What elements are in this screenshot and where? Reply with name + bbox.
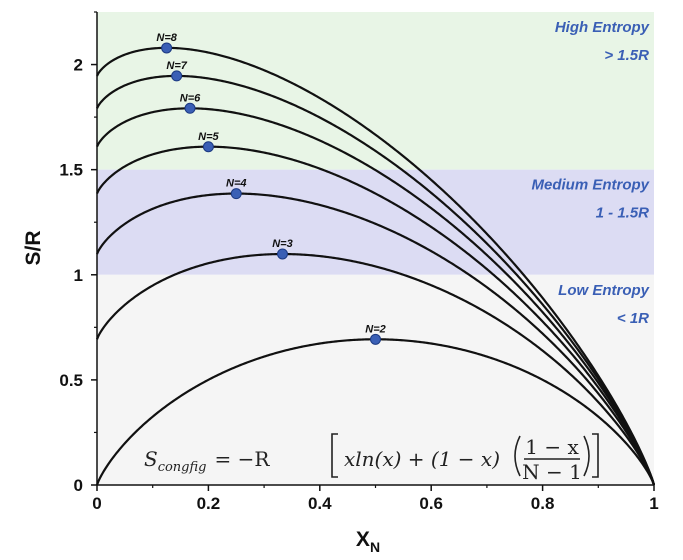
max-label-n4: N=4 [226,178,247,190]
formula-left-bracket [331,433,338,478]
zone-label-2-title: Low Entropy [558,282,649,299]
formula-equals: = −R [215,447,271,471]
max-label-n8: N=8 [156,32,177,44]
x-tick-label-3: 0.6 [419,494,443,513]
x-tick-label-2: 0.4 [308,494,332,513]
max-marker-n8 [161,42,173,54]
zone-label-1-title: Medium Entropy [531,177,649,194]
max-label-n2: N=2 [365,323,386,335]
zone-band-0 [97,12,654,170]
max-marker-n7 [171,70,183,82]
x-axis-title-main: X [356,528,370,551]
curve-n8 [96,46,656,486]
max-marker-n3 [276,248,288,260]
max-label-n7: N=7 [166,60,187,72]
svg-text:XN: XN [356,528,380,555]
formula-left-paren [514,435,521,477]
curve-n7 [96,74,656,486]
max-label-n6: N=6 [180,92,201,104]
y-tick-label-1: 0.5 [59,371,83,390]
x-tick-label-0: 0 [92,494,101,513]
zone-label-0-range: > 1.5R [604,47,649,64]
formula-lhs-sub: congfig [158,460,207,475]
max-marker-n5 [202,141,214,153]
y-tick-label-0: 0 [74,476,83,495]
y-tick-label-4: 2 [74,56,83,75]
formula-frac-den: N − 1 [522,460,582,484]
formula-lhs: S [144,447,158,471]
zone-labels: High Entropy > 1.5R Medium Entropy 1 - 1.5R… [531,19,649,327]
formula-frac-num: 1 − x [525,435,579,459]
entropy-zones [97,12,654,485]
x-tick-label-1: 0.2 [197,494,221,513]
curve-n3 [95,252,656,486]
zone-label-2-range: < 1R [617,310,649,327]
axes: 0 0.2 0.4 0.6 0.8 1 0 0.5 1 1.5 2 [59,11,659,513]
y-tick-label-3: 1.5 [59,161,83,180]
max-marker-n4 [230,188,242,200]
zone-band-2 [97,274,654,485]
x-axis-title: XN [356,528,380,555]
max-label-n3: N=3 [272,238,293,250]
zone-label-0-title: High Entropy [555,19,650,36]
max-markers: N=2 N=3 N=4 N=5 N=6 N=7 N=8 [156,32,386,345]
y-tick-label-2: 1 [74,266,83,285]
x-tick-label-4: 0.8 [531,494,555,513]
curve-n4 [95,192,656,486]
formula-right-bracket [592,433,599,478]
formula: Scongfig = −R xln(x) + (1 − x) 1 − x N − … [144,433,599,484]
max-marker-n6 [184,102,196,114]
svg-text:Scongfig= −R: Scongfig = −R [144,447,270,475]
formula-body: xln(x) + (1 − x) [344,447,500,471]
max-marker-n2 [370,333,381,345]
zone-band-1 [97,169,654,275]
max-label-n5: N=5 [198,131,219,143]
y-axis-title: S/R [22,230,45,265]
x-tick-label-5: 1 [649,494,658,513]
formula-right-paren [583,435,590,477]
zone-label-1-range: 1 - 1.5R [596,205,650,222]
curve-n5 [96,145,656,486]
x-axis-title-sub: N [370,539,380,555]
